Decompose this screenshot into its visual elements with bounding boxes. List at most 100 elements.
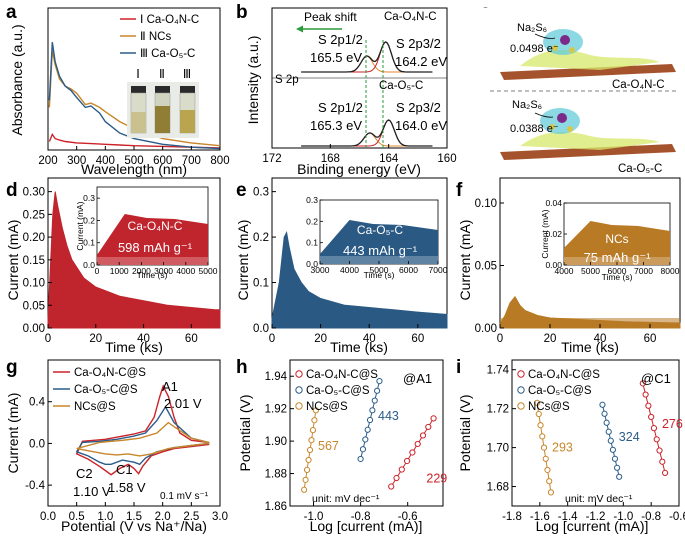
data-point-h-1 [393,474,400,482]
inset-y-tick-label-f: 0.02 [545,229,562,239]
x-tick-label: 600 [153,155,172,167]
x-tick-label: 3.0 [212,511,228,523]
sample-label-b-top: Ca-O₄N-C [384,11,437,23]
inset-band-e [320,256,438,264]
panel-g-cv: 0.0 0.5 1.0 1.5 2.0 2.5 3.0 -0.4 0.0 0.4 Potentia… [5,359,228,534]
peak-value-top-s2p32: 164.2 eV [395,54,447,69]
peak-value-bottom-s2p32: 164.0 eV [395,118,447,133]
y-axis-label-d: Current (mA) [5,220,21,301]
x-tick-label: 1.5 [126,511,142,523]
data-point-h-2 [364,426,371,433]
x-tick-label: 40 [363,333,376,345]
slope-label-i-3: 293 [552,441,573,455]
peak-label-top-s2p32: S 2p3/2 [396,36,441,51]
slope-label-h-2: 443 [378,409,399,423]
inset-y-tick-label-e: 0.0 [306,259,318,269]
panel-label-b: b [236,2,248,23]
panel-label-d: d [6,180,18,201]
legend-item-g-1: Ca-O₄N-C@S [74,367,146,379]
x-tick-label: 0 [497,333,503,345]
data-point-h-3 [311,417,318,424]
data-point-i-2 [601,410,608,417]
inset-x-tick-label-f: 6000 [608,266,627,276]
area-d [47,191,221,329]
data-point-h-3 [308,436,315,444]
substrate-label-bottom: Ca-O₅-C [618,163,662,175]
sodium-atom-top [560,35,570,45]
inset-x-tick-label-e: 4000 [340,265,359,275]
peak-shift-arrowhead [296,25,303,33]
region-label-s2p: S 2p [275,74,299,86]
panel-label-i: i [456,357,461,378]
data-point-h-2 [366,416,374,424]
inset-x-tick-label-d: 2000 [132,266,151,276]
x-tick-label: 160 [437,153,456,165]
inset-label-d: Ca-O₄N-C [128,219,183,233]
data-point-i-3 [537,422,544,429]
data-point-i-1 [645,402,652,409]
x-tick-label: 168 [321,153,340,165]
data-point-h-2 [369,407,376,414]
data-point-i-1 [648,413,655,421]
current-area-e [271,230,448,329]
inset-x-tick-label-f: 5000 [581,266,600,276]
inset-x-tick-label-d: 3000 [154,266,173,276]
x-tick-label: 0.0 [40,511,56,523]
inset-area-f [564,221,670,265]
vial-photo-inset: Ⅰ Ⅱ Ⅲ [127,67,199,138]
y-tick-label: 0.2 [253,232,269,244]
inset-x-tick-label-e: 5000 [370,265,389,275]
plot-frame-h [289,359,444,507]
panel-i-tafel: 276 324 293 -1.8 -1.6 -1.4 -1.2 -1.0 -0.8 -0.6 1.… [457,359,685,534]
x-tick-label: 164 [379,153,399,165]
data-point-h-1 [404,457,411,465]
x-axis-label-a: Wavelength (nm) [81,161,187,177]
data-point-i-2 [611,455,619,462]
x-axis-label-i: Log [current (mA)] [536,518,649,534]
y-axis-label-e: Current (mA) [235,220,251,301]
x-tick-label: 300 [67,155,86,167]
molecule-label-top: Na₂S₆ [517,22,547,34]
data-point-i-2 [607,437,614,444]
x-axis-label-d: Time (ks) [105,339,163,355]
tag-h: @A1 [403,371,432,386]
x-axis-label-b: Binding energy (eV) [297,161,421,177]
inset-x-tick-label-e: 7000 [429,265,448,275]
data-point-h-1 [388,483,395,490]
vial-label-3: Ⅲ [183,67,191,81]
xps-bottom-envelope [301,119,433,147]
y-tick-label: 0.20 [23,232,45,244]
substrate-label-top: Ca-O₄N-C [612,79,665,91]
x-tick-label: 172 [262,153,281,165]
data-point-h-3 [312,407,319,414]
inset-label-e: Ca-O₅-C [357,223,404,237]
data-point-h-1 [409,449,416,456]
vial-liquid-1 [131,112,146,133]
y-tick-label: 0.10 [23,278,45,290]
y-axis-label-f: Current (mA) [457,220,473,301]
y-axis-label-b: Intensity (a.u.) [245,36,261,125]
vial-label-1: Ⅰ [136,67,140,81]
peak-shift-label: Peak shift [304,10,357,24]
panel-a-uv-vis: 200 300 400 500 600 700 800 Wavelength (nm) Ab… [9,7,230,177]
charge-transfer-bottom: 0.0388 e⁻ [510,123,559,135]
x-tick-label: -1.2 [586,511,606,523]
data-point-h-1 [414,440,421,448]
y-tick-label: 0.3 [253,187,269,199]
charge-density-bottom [520,131,660,150]
inset-area-d [97,214,208,265]
x-tick-label: 400 [96,155,115,167]
y-tick-label: 1.90 [265,436,287,448]
panel-b-xps: Peak shift Ca-O₄N-C S 2p Ca-O₅-C S 2p1/2… [245,7,457,177]
data-point-i-3 [547,489,555,496]
x-tick-label: 60 [185,333,198,345]
y-axis-label-g: Current (mA) [5,393,21,474]
x-tick-label: 20 [89,333,102,345]
y-tick-label: 1.72 [487,404,509,416]
annotation-a1-value: 2.01 V [164,396,202,411]
data-point-h-2 [371,397,378,404]
pointer-line-top [534,33,556,39]
y-tick-label: 1.68 [487,482,509,494]
data-point-i-3 [544,466,551,474]
y-tick-label: 0.00 [23,323,45,335]
